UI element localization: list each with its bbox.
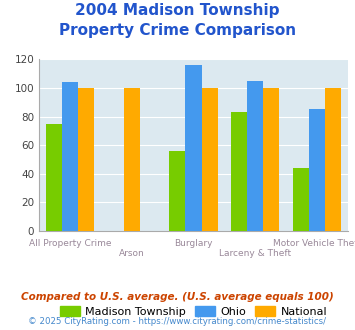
Text: Larceny & Theft: Larceny & Theft bbox=[219, 249, 291, 258]
Text: Burglary: Burglary bbox=[174, 239, 213, 248]
Text: All Property Crime: All Property Crime bbox=[29, 239, 111, 248]
Bar bbox=[46, 124, 62, 231]
Text: Motor Vehicle Theft: Motor Vehicle Theft bbox=[273, 239, 355, 248]
Bar bbox=[62, 82, 78, 231]
Bar bbox=[325, 88, 341, 231]
Bar bbox=[124, 88, 140, 231]
Bar bbox=[263, 88, 279, 231]
Legend: Madison Township, Ohio, National: Madison Township, Ohio, National bbox=[55, 302, 332, 321]
Text: Compared to U.S. average. (U.S. average equals 100): Compared to U.S. average. (U.S. average … bbox=[21, 292, 334, 302]
Bar bbox=[185, 65, 202, 231]
Bar bbox=[293, 168, 309, 231]
Text: © 2025 CityRating.com - https://www.cityrating.com/crime-statistics/: © 2025 CityRating.com - https://www.city… bbox=[28, 317, 327, 326]
Bar bbox=[202, 88, 218, 231]
Text: 2004 Madison Township
Property Crime Comparison: 2004 Madison Township Property Crime Com… bbox=[59, 3, 296, 38]
Bar bbox=[309, 110, 325, 231]
Text: Arson: Arson bbox=[119, 249, 144, 258]
Bar bbox=[247, 81, 263, 231]
Bar bbox=[231, 112, 247, 231]
Bar bbox=[169, 151, 185, 231]
Bar bbox=[78, 88, 94, 231]
